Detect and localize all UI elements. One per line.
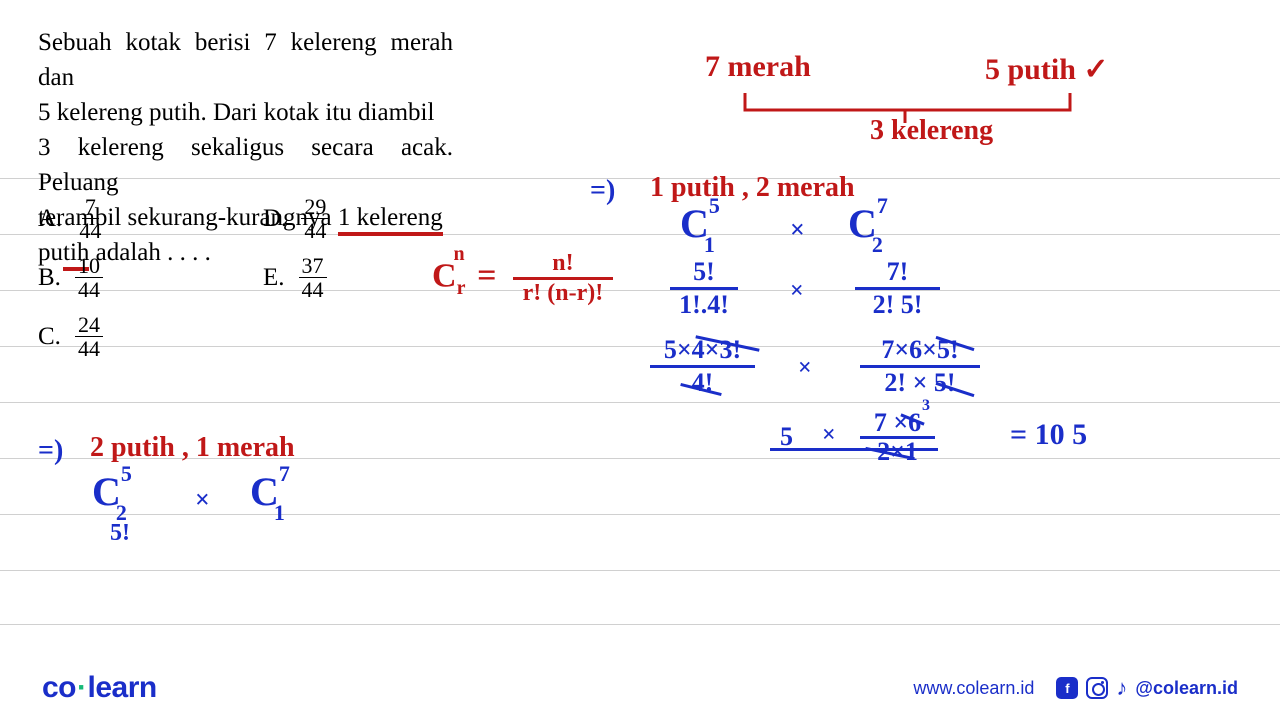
hw-result: = 10 5 — [1010, 418, 1087, 452]
question-line: Sebuah kotak berisi 7 kelereng merah dan — [38, 29, 453, 91]
hw-label-putih: 5 putih ✓ — [985, 52, 1109, 87]
social-icons: f ♪ @colearn.id — [1056, 675, 1238, 701]
hw-arrow: =) — [38, 435, 63, 467]
hw-label-merah: 7 merah — [705, 50, 811, 84]
hw-5fact: 5! — [110, 520, 130, 547]
hw-case2-label: 2 putih , 1 merah — [90, 432, 295, 464]
hw-comb4: C71 — [250, 468, 301, 520]
instagram-icon — [1086, 677, 1108, 699]
hw-underline — [770, 448, 938, 451]
question-line: 5 kelereng putih. Dari kotak itu diambil — [38, 99, 434, 126]
brand-logo: co·learn — [42, 671, 157, 705]
hw-times: × — [798, 355, 812, 382]
hw-times: × — [822, 422, 836, 449]
hw-arrow: =) — [590, 175, 615, 207]
social-handle: @colearn.id — [1135, 678, 1238, 699]
answer-options: A. 744 D. 2944 B. 1044 E. 3744 C. 2444 — [38, 195, 488, 373]
hw-comb1: C51 — [680, 200, 731, 252]
option-b: B. 1044 — [38, 254, 263, 301]
option-d: D. 2944 — [263, 195, 488, 242]
hw-formula: Crn = n! r! (n-r)! — [432, 250, 613, 307]
hw-comb3: C52 — [92, 468, 143, 520]
hw-times: × — [195, 485, 210, 515]
hw-comb2: C72 — [848, 200, 899, 252]
footer-url: www.colearn.id — [913, 678, 1034, 699]
option-c: C. 2444 — [38, 313, 263, 360]
facebook-icon: f — [1056, 677, 1078, 699]
question-line: 3 kelereng sekaligus secara acak. Peluan… — [38, 134, 453, 196]
hw-frac1: 5! 1!.4! — [670, 257, 738, 320]
option-a: A. 744 — [38, 195, 263, 242]
hw-times: × — [790, 215, 805, 245]
footer: co·learn www.colearn.id f ♪ @colearn.id — [0, 656, 1280, 720]
tiktok-icon: ♪ — [1116, 675, 1127, 701]
hw-frac2: 7! 2! 5! — [855, 257, 940, 320]
hw-3kelereng: 3 kelereng — [870, 115, 993, 147]
hw-times: × — [790, 278, 804, 305]
